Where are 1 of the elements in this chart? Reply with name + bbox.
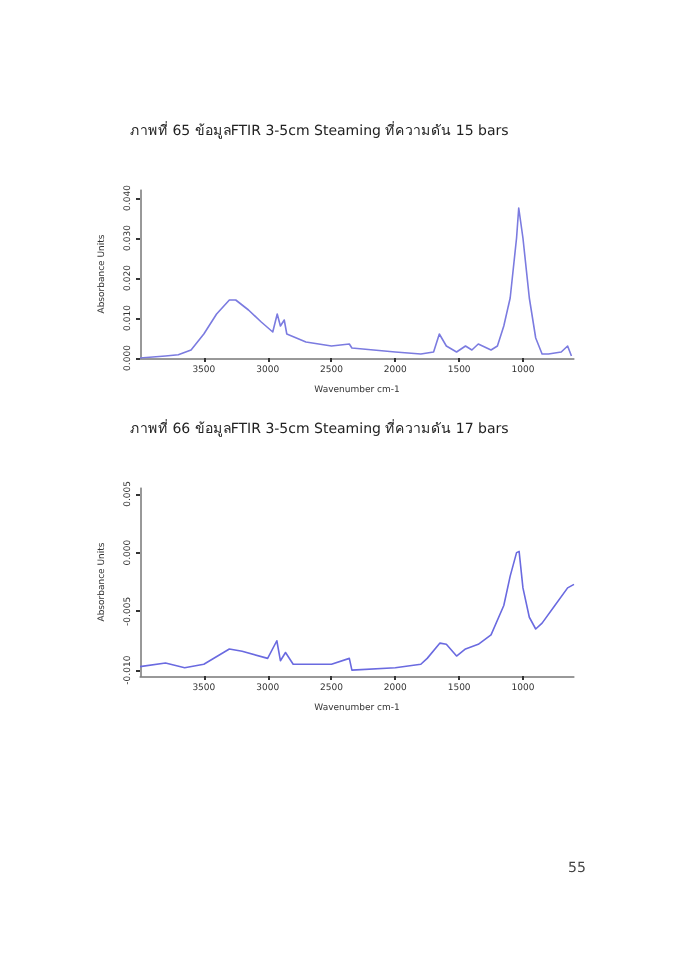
- line-series: [139, 550, 575, 671]
